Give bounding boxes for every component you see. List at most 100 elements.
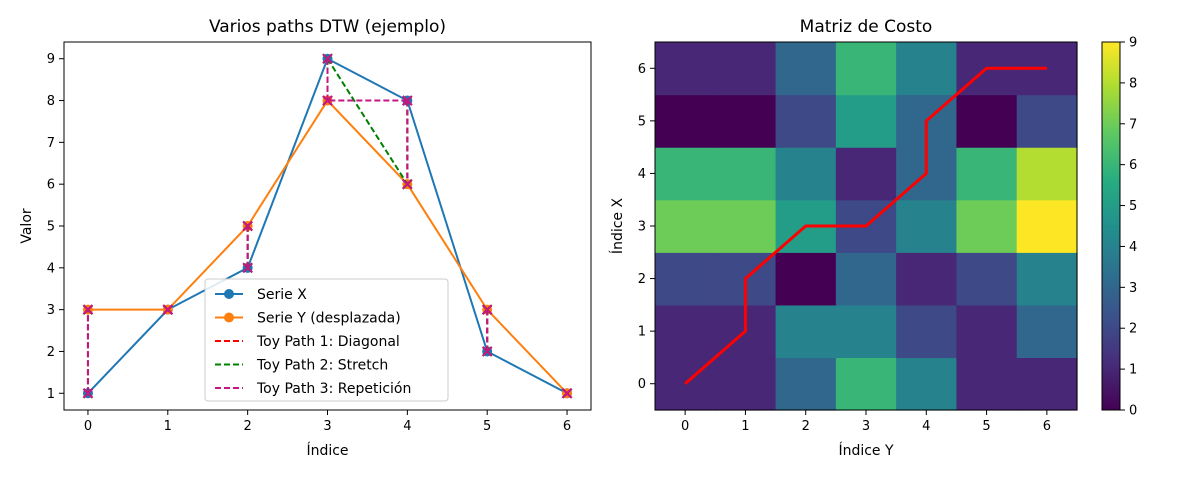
- heatmap-cell: [835, 252, 897, 306]
- heatmap-cell: [1016, 304, 1078, 359]
- heatmap-cell: [775, 42, 837, 96]
- x-tick-label: 0: [84, 419, 92, 434]
- left-x-axis-label: Índice: [306, 442, 348, 459]
- colorbar-tick-label: 7: [1129, 117, 1137, 132]
- x-tick-label: 2: [244, 419, 252, 434]
- toy-path-marker: [481, 346, 493, 357]
- colorbar-tick-label: 0: [1129, 404, 1137, 419]
- toy-path-marker: [82, 388, 94, 399]
- heatmap-cell: [655, 252, 716, 306]
- legend-label: Serie Y (desplazada): [257, 311, 401, 327]
- legend-label: Serie X: [257, 287, 307, 303]
- y-tick-label: 2: [638, 272, 646, 287]
- heatmap-cell: [896, 357, 958, 411]
- legend-label: Toy Path 1: Diagonal: [256, 334, 400, 350]
- x-tick-label: 5: [483, 419, 491, 434]
- heatmap-cell: [956, 357, 1018, 411]
- dtw-paths-chart: Varios paths DTW (ejemplo) 0 1 2 3 4 5 6 1 2 3 4 5 6…: [19, 17, 592, 459]
- toy-path-marker: [402, 95, 413, 106]
- heatmap-cell: [835, 304, 897, 359]
- y-tick-label: 3: [47, 303, 55, 318]
- left-plot-frame: [63, 41, 592, 411]
- heatmap-cell: [775, 94, 837, 148]
- y-tick-label: 2: [47, 345, 55, 360]
- colorbar: 0 1 2 3 4 5 6 7 8 9: [1101, 36, 1137, 419]
- heatmap-cell: [956, 199, 1018, 253]
- x-tick-label: 2: [802, 419, 810, 434]
- toy-path-segment: [326, 58, 409, 185]
- right-chart-title: Matriz de Costo: [800, 17, 933, 37]
- heatmap-cell: [896, 42, 958, 96]
- heatmap-cell: [956, 147, 1018, 201]
- y-tick-label: 6: [638, 62, 646, 77]
- heatmap-cell: [1016, 357, 1078, 411]
- heatmap-cell: [835, 147, 897, 201]
- heatmap-cell: [835, 94, 897, 148]
- x-tick-label: 3: [862, 419, 870, 434]
- dtw-path-line: [684, 66, 1047, 385]
- colorbar-tick-label: 4: [1129, 240, 1137, 255]
- x-tick-label: 1: [164, 419, 172, 434]
- x-tick-label: 3: [323, 419, 331, 434]
- left-chart-title: Varios paths DTW (ejemplo): [209, 17, 446, 37]
- toy-path-marker: [242, 220, 253, 232]
- heatmap-cell: [775, 304, 837, 359]
- y-tick-label: 4: [638, 167, 646, 182]
- left-y-axis-label: Valor: [19, 208, 35, 244]
- toy-path-marker: [162, 304, 174, 315]
- heatmap-cell: [835, 357, 897, 411]
- y-tick-label: 0: [638, 377, 646, 392]
- colorbar-gradient: [1101, 41, 1121, 411]
- toy-path-marker: [322, 53, 333, 64]
- heatmap-cell: [655, 147, 716, 201]
- heatmap-cell: [715, 147, 777, 201]
- heatmap-cell: [775, 357, 837, 411]
- heatmap-cell: [655, 94, 716, 148]
- y-tick-label: 1: [638, 325, 646, 340]
- heatmap-cell: [715, 94, 777, 148]
- right-axes: 0 1 2 3 4 5 6 0 1 2 3 4 5 6: [638, 41, 1078, 434]
- colorbar-tick-label: 6: [1129, 158, 1137, 173]
- y-tick-label: 7: [47, 136, 55, 151]
- x-tick-label: 4: [922, 419, 930, 434]
- heatmap-cell: [715, 357, 777, 411]
- heatmap-cell: [715, 42, 777, 96]
- colorbar-tick-label: 1: [1129, 363, 1137, 378]
- legend-box: [204, 278, 449, 402]
- heatmap-cell: [896, 252, 958, 306]
- heatmap-cell: [1016, 199, 1078, 253]
- legend: Serie X Serie Y (desplazada) Toy Path 1: D…: [204, 278, 449, 402]
- left-plot-area: 0 1 2 3 4 5 6 1 2 3 4 5 6 7 8 9: [47, 41, 592, 434]
- legend-label: Toy Path 3: Repetición: [256, 381, 411, 397]
- right-y-axis-label: Índice X: [609, 198, 626, 255]
- y-tick-label: 4: [47, 261, 55, 276]
- x-tick-label: 0: [681, 419, 689, 434]
- toy-path-marker: [402, 178, 413, 190]
- heatmap-cell: [655, 199, 716, 253]
- heatmap-cell: [715, 199, 777, 253]
- heatmap-cell: [655, 304, 716, 359]
- legend-marker: [224, 312, 234, 323]
- x-tick-label: 1: [741, 419, 749, 434]
- y-tick-label: 5: [47, 220, 55, 235]
- colorbar-tick-label: 3: [1129, 281, 1137, 296]
- y-tick-label: 5: [638, 114, 646, 129]
- heatmap-cells: [655, 42, 1078, 411]
- heatmap-cell: [956, 252, 1018, 306]
- x-tick-label: 5: [982, 419, 990, 434]
- colorbar-tick-label: 2: [1129, 322, 1137, 337]
- x-tick-label: 6: [1043, 419, 1051, 434]
- toy-path-marker: [561, 388, 573, 399]
- legend-marker: [224, 289, 234, 299]
- heatmap-cell: [775, 252, 837, 306]
- heatmap-cell: [956, 304, 1018, 359]
- toy-path-marker: [481, 304, 493, 315]
- y-tick-label: 1: [47, 387, 55, 402]
- heatmap-cell: [775, 147, 837, 201]
- colorbar-tick-label: 9: [1129, 36, 1137, 51]
- colorbar-tick-label: 8: [1129, 76, 1137, 91]
- x-tick-label: 4: [403, 419, 411, 434]
- heatmap-cell: [835, 42, 897, 96]
- toy-path-marker: [242, 262, 253, 274]
